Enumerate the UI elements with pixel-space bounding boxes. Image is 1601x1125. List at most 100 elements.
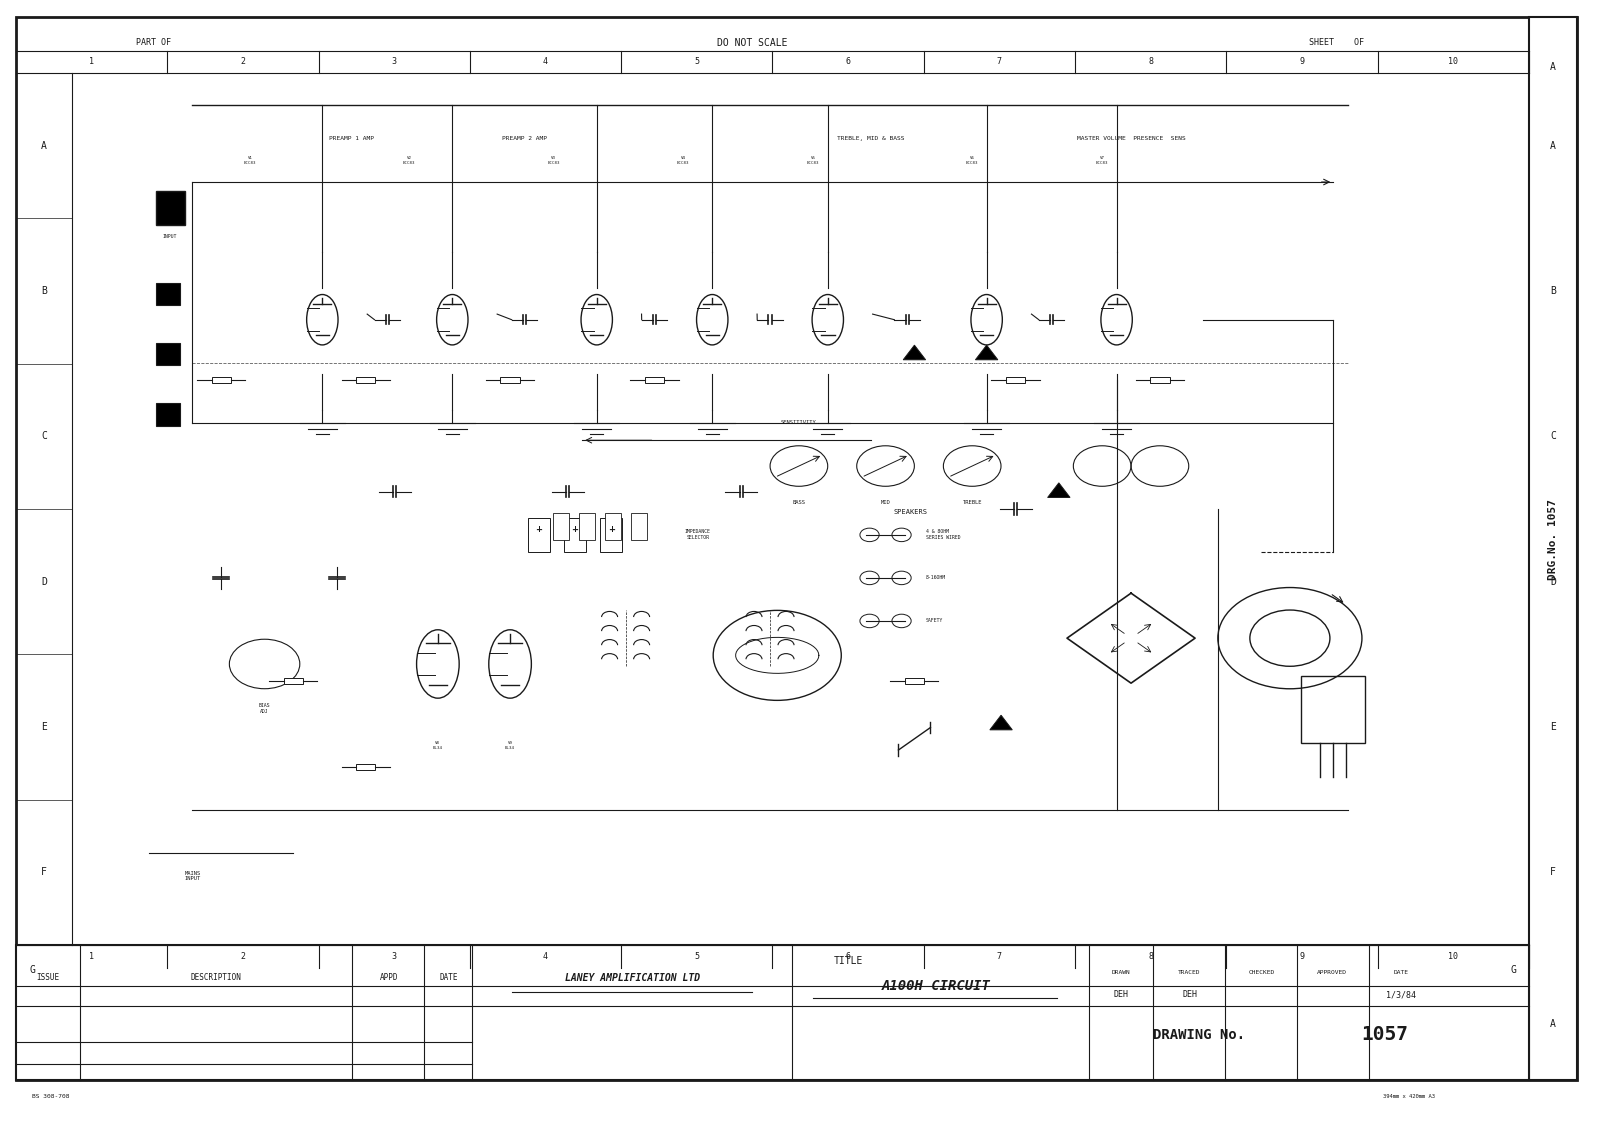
Text: DO NOT SCALE: DO NOT SCALE <box>717 38 788 47</box>
Bar <box>600 518 623 551</box>
Polygon shape <box>1047 483 1069 497</box>
Text: 7: 7 <box>997 952 1002 961</box>
Text: ISSUE: ISSUE <box>37 973 59 982</box>
Bar <box>552 513 568 540</box>
Text: TITLE: TITLE <box>834 956 863 965</box>
Polygon shape <box>903 345 925 360</box>
Text: 1057: 1057 <box>1361 1026 1409 1044</box>
Text: MID: MID <box>881 500 890 505</box>
Text: DRAWING No.: DRAWING No. <box>1153 1028 1246 1042</box>
Text: DRG.No. 1057: DRG.No. 1057 <box>1548 500 1558 580</box>
Bar <box>16 945 1529 1080</box>
Text: A: A <box>1550 63 1556 72</box>
Text: D: D <box>1550 577 1556 587</box>
Text: A: A <box>42 141 46 151</box>
Text: 4 & 8OHM
SERIES WIRED: 4 & 8OHM SERIES WIRED <box>925 530 961 540</box>
Text: IMPEDANCE
SELECTOR: IMPEDANCE SELECTOR <box>685 530 711 540</box>
Text: 4: 4 <box>543 952 548 961</box>
Text: 4: 4 <box>543 57 548 66</box>
Text: 5: 5 <box>695 57 700 66</box>
Text: +: + <box>535 524 543 533</box>
Text: DRAWN: DRAWN <box>1111 970 1130 974</box>
Text: 10: 10 <box>1449 57 1459 66</box>
Bar <box>645 377 664 382</box>
Bar <box>631 513 647 540</box>
Text: TREBLE, MID & BASS: TREBLE, MID & BASS <box>837 136 905 142</box>
Text: V6
ECC83: V6 ECC83 <box>965 156 978 164</box>
Text: V7
ECC83: V7 ECC83 <box>1097 156 1108 164</box>
Text: SENSITIVITY: SENSITIVITY <box>781 421 817 425</box>
Bar <box>157 191 186 225</box>
Text: F: F <box>42 867 46 878</box>
Text: V9
EL34: V9 EL34 <box>504 741 516 750</box>
Text: 2: 2 <box>240 57 245 66</box>
Text: 1: 1 <box>90 952 94 961</box>
Text: DESCRIPTION: DESCRIPTION <box>191 973 242 982</box>
Bar <box>355 765 375 770</box>
Text: B: B <box>42 286 46 296</box>
Text: V3
ECC83: V3 ECC83 <box>548 156 560 164</box>
Bar <box>1005 377 1025 382</box>
Circle shape <box>1250 610 1330 666</box>
Text: 8-16OHM: 8-16OHM <box>925 575 946 580</box>
Text: 394mm x 420mm A3: 394mm x 420mm A3 <box>1383 1095 1434 1099</box>
Text: DEH: DEH <box>1113 990 1129 999</box>
Text: 8: 8 <box>1148 952 1153 961</box>
Text: LANEY AMPLIFICATION LTD: LANEY AMPLIFICATION LTD <box>565 973 700 982</box>
Text: BS 308-708: BS 308-708 <box>32 1095 69 1099</box>
Bar <box>1150 377 1169 382</box>
Text: 1: 1 <box>90 57 94 66</box>
Text: 7: 7 <box>997 57 1002 66</box>
Text: V5
ECC83: V5 ECC83 <box>807 156 820 164</box>
Text: PREAMP 2 AMP: PREAMP 2 AMP <box>503 136 548 142</box>
Text: MAINS
INPUT: MAINS INPUT <box>184 871 200 881</box>
Bar <box>605 513 621 540</box>
Bar <box>283 678 303 684</box>
Text: 9: 9 <box>1300 57 1305 66</box>
Text: A: A <box>1550 1019 1556 1028</box>
Polygon shape <box>975 345 997 360</box>
Bar <box>1529 17 1577 1080</box>
Text: BASS: BASS <box>792 500 805 505</box>
Text: V4
ECC83: V4 ECC83 <box>677 156 690 164</box>
Text: E: E <box>42 722 46 732</box>
Text: +: + <box>572 524 578 533</box>
Text: 3: 3 <box>392 952 397 961</box>
Text: F: F <box>1550 867 1556 878</box>
Bar <box>355 377 375 382</box>
Text: V1
ECC83: V1 ECC83 <box>243 156 256 164</box>
Text: TREBLE: TREBLE <box>962 500 981 505</box>
Bar <box>157 403 181 425</box>
Text: SPEAKERS: SPEAKERS <box>893 510 927 515</box>
Text: +: + <box>608 524 615 533</box>
Text: DATE: DATE <box>439 973 458 982</box>
Text: TRACED: TRACED <box>1178 970 1201 974</box>
Text: G: G <box>1510 965 1516 974</box>
Text: V2
ECC83: V2 ECC83 <box>403 156 415 164</box>
Text: 9: 9 <box>1300 952 1305 961</box>
Text: PREAMP 1 AMP: PREAMP 1 AMP <box>328 136 373 142</box>
Bar <box>528 518 551 551</box>
Text: A100H CIRCUIT: A100H CIRCUIT <box>882 979 991 992</box>
Text: CHECKED: CHECKED <box>1249 970 1274 974</box>
Text: SHEET    OF: SHEET OF <box>1310 38 1364 47</box>
Bar <box>501 377 520 382</box>
Text: 3: 3 <box>392 57 397 66</box>
Bar <box>1302 676 1366 744</box>
Text: 2: 2 <box>240 952 245 961</box>
Text: INPUT: INPUT <box>162 234 176 238</box>
Text: DEH: DEH <box>1182 990 1198 999</box>
Bar <box>905 678 924 684</box>
Text: 6: 6 <box>845 952 850 961</box>
Text: C: C <box>1550 431 1556 441</box>
Text: APPD: APPD <box>379 973 399 982</box>
Text: G: G <box>29 965 35 974</box>
Text: DATE: DATE <box>1393 970 1409 974</box>
Polygon shape <box>989 716 1012 730</box>
Bar <box>211 377 231 382</box>
Bar <box>157 343 181 366</box>
Bar <box>157 282 181 305</box>
Text: C: C <box>42 431 46 441</box>
Text: A: A <box>1550 141 1556 151</box>
Text: E: E <box>1550 722 1556 732</box>
